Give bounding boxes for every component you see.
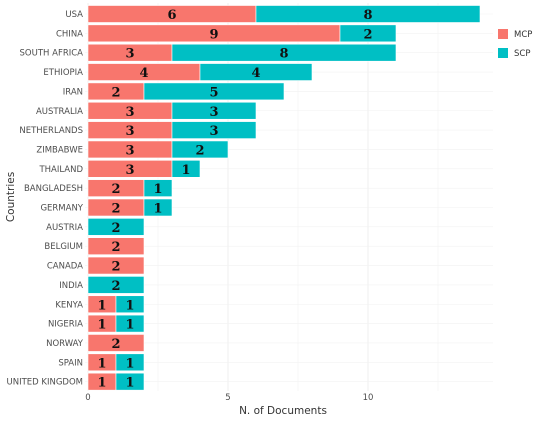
bar-scp-india <box>87 276 145 294</box>
value-label-mcp-bangladesh: 2 <box>111 182 120 197</box>
value-label-mcp-kenya: 1 <box>97 298 106 313</box>
category-label: CHINA <box>56 29 83 39</box>
value-label-scp-usa: 8 <box>363 8 372 23</box>
category-label: INDIA <box>59 281 83 291</box>
bar-mcp-belgium <box>87 237 145 255</box>
bar-scp-usa <box>255 5 481 23</box>
value-label-mcp-thailand: 3 <box>125 163 134 178</box>
value-label-mcp-norway: 2 <box>111 337 120 352</box>
legend-swatch-scp <box>498 48 508 58</box>
value-label-scp-australia: 3 <box>209 105 218 120</box>
legend-label-scp: SCP <box>514 49 530 59</box>
value-label-scp-india: 2 <box>111 279 120 294</box>
value-label-scp-netherlands: 3 <box>209 124 218 139</box>
bar-scp-china <box>339 24 397 43</box>
value-label-scp-zimbabwe: 2 <box>195 143 204 158</box>
category-label: GERMANY <box>40 204 83 214</box>
value-label-mcp-germany: 2 <box>111 202 120 217</box>
category-label: BELGIUM <box>44 242 83 252</box>
category-label: AUSTRALIA <box>36 107 83 117</box>
category-label: AUSTRIA <box>46 223 83 233</box>
x-axis-tick-labels: 0 5 10 <box>85 393 373 403</box>
x-tick-label: 5 <box>225 393 230 403</box>
legend: MCP SCP <box>498 29 532 59</box>
value-label-mcp-usa: 6 <box>167 8 176 23</box>
value-label-mcp-australia: 3 <box>125 105 134 120</box>
x-tick-label: 10 <box>363 393 374 403</box>
x-tick-label: 0 <box>85 393 90 403</box>
bar-scp-united-kingdom <box>115 372 145 391</box>
bar-scp-kenya <box>115 295 145 314</box>
value-label-scp-austria: 2 <box>111 221 120 236</box>
value-label-scp-iran: 5 <box>209 85 218 100</box>
bar-scp-nigeria <box>115 314 145 333</box>
legend-label-mcp: MCP <box>514 30 532 40</box>
value-label-scp-south-africa: 8 <box>279 47 288 62</box>
value-label-mcp-south-africa: 3 <box>125 47 134 62</box>
y-axis-title: Countries <box>5 172 17 222</box>
bar-scp-austria <box>87 218 145 236</box>
value-label-mcp-united-kingdom: 1 <box>97 376 106 391</box>
bar-mcp-canada <box>87 256 145 275</box>
value-label-mcp-spain: 1 <box>97 356 106 371</box>
category-label: SOUTH AFRICA <box>20 49 84 59</box>
bar-scp-iran <box>143 82 285 101</box>
value-label-mcp-iran: 2 <box>111 85 120 100</box>
value-label-mcp-ethiopia: 4 <box>139 66 148 81</box>
bar-scp-netherlands <box>171 121 257 139</box>
category-label: SPAIN <box>58 358 83 368</box>
value-label-scp-bangladesh: 1 <box>153 182 162 197</box>
value-label-scp-germany: 1 <box>153 202 162 217</box>
value-label-scp-china: 2 <box>363 27 372 42</box>
value-label-scp-nigeria: 1 <box>125 318 134 333</box>
category-label: THAILAND <box>38 165 83 175</box>
value-label-scp-thailand: 1 <box>181 163 190 178</box>
value-label-mcp-canada: 2 <box>111 260 120 275</box>
category-label: BANGLADESH <box>24 184 83 194</box>
bar-scp-thailand <box>171 160 201 178</box>
category-label: USA <box>65 10 83 20</box>
value-label-scp-ethiopia: 4 <box>251 66 260 81</box>
bar-scp-bangladesh <box>143 179 173 197</box>
value-label-mcp-zimbabwe: 3 <box>125 143 134 158</box>
bar-scp-germany <box>143 198 173 217</box>
value-label-mcp-netherlands: 3 <box>125 124 134 139</box>
category-label: ETHIOPIA <box>43 68 83 78</box>
bar-scp-australia <box>171 101 257 120</box>
value-label-scp-kenya: 1 <box>125 298 134 313</box>
category-label: NIGERIA <box>48 320 83 330</box>
bar-scp-zimbabwe <box>171 140 229 159</box>
bar-scp-ethiopia <box>199 63 313 81</box>
category-label: IRAN <box>63 87 83 97</box>
legend-swatch-mcp <box>498 29 508 39</box>
value-label-scp-united-kingdom: 1 <box>125 376 134 391</box>
value-label-mcp-belgium: 2 <box>111 240 120 255</box>
category-label: ZIMBABWE <box>36 145 83 155</box>
bar-scp-south-africa <box>171 43 397 62</box>
bar-scp-spain <box>115 353 145 372</box>
category-label: UNITED KINGDOM <box>7 378 84 388</box>
category-label: KENYA <box>55 300 83 310</box>
value-label-mcp-china: 9 <box>209 27 218 42</box>
category-label: NORWAY <box>46 339 84 349</box>
value-label-mcp-nigeria: 1 <box>97 318 106 333</box>
bars <box>87 5 481 391</box>
x-axis-title: N. of Documents <box>239 405 327 417</box>
bar-mcp-norway <box>87 334 145 352</box>
category-label: CANADA <box>47 262 83 272</box>
category-label: NETHERLANDS <box>19 126 83 136</box>
y-axis-category-labels: USA CHINA SOUTH AFRICA ETHIOPIA IRAN AUSTRALI… <box>7 10 84 388</box>
value-label-scp-spain: 1 <box>125 356 134 371</box>
